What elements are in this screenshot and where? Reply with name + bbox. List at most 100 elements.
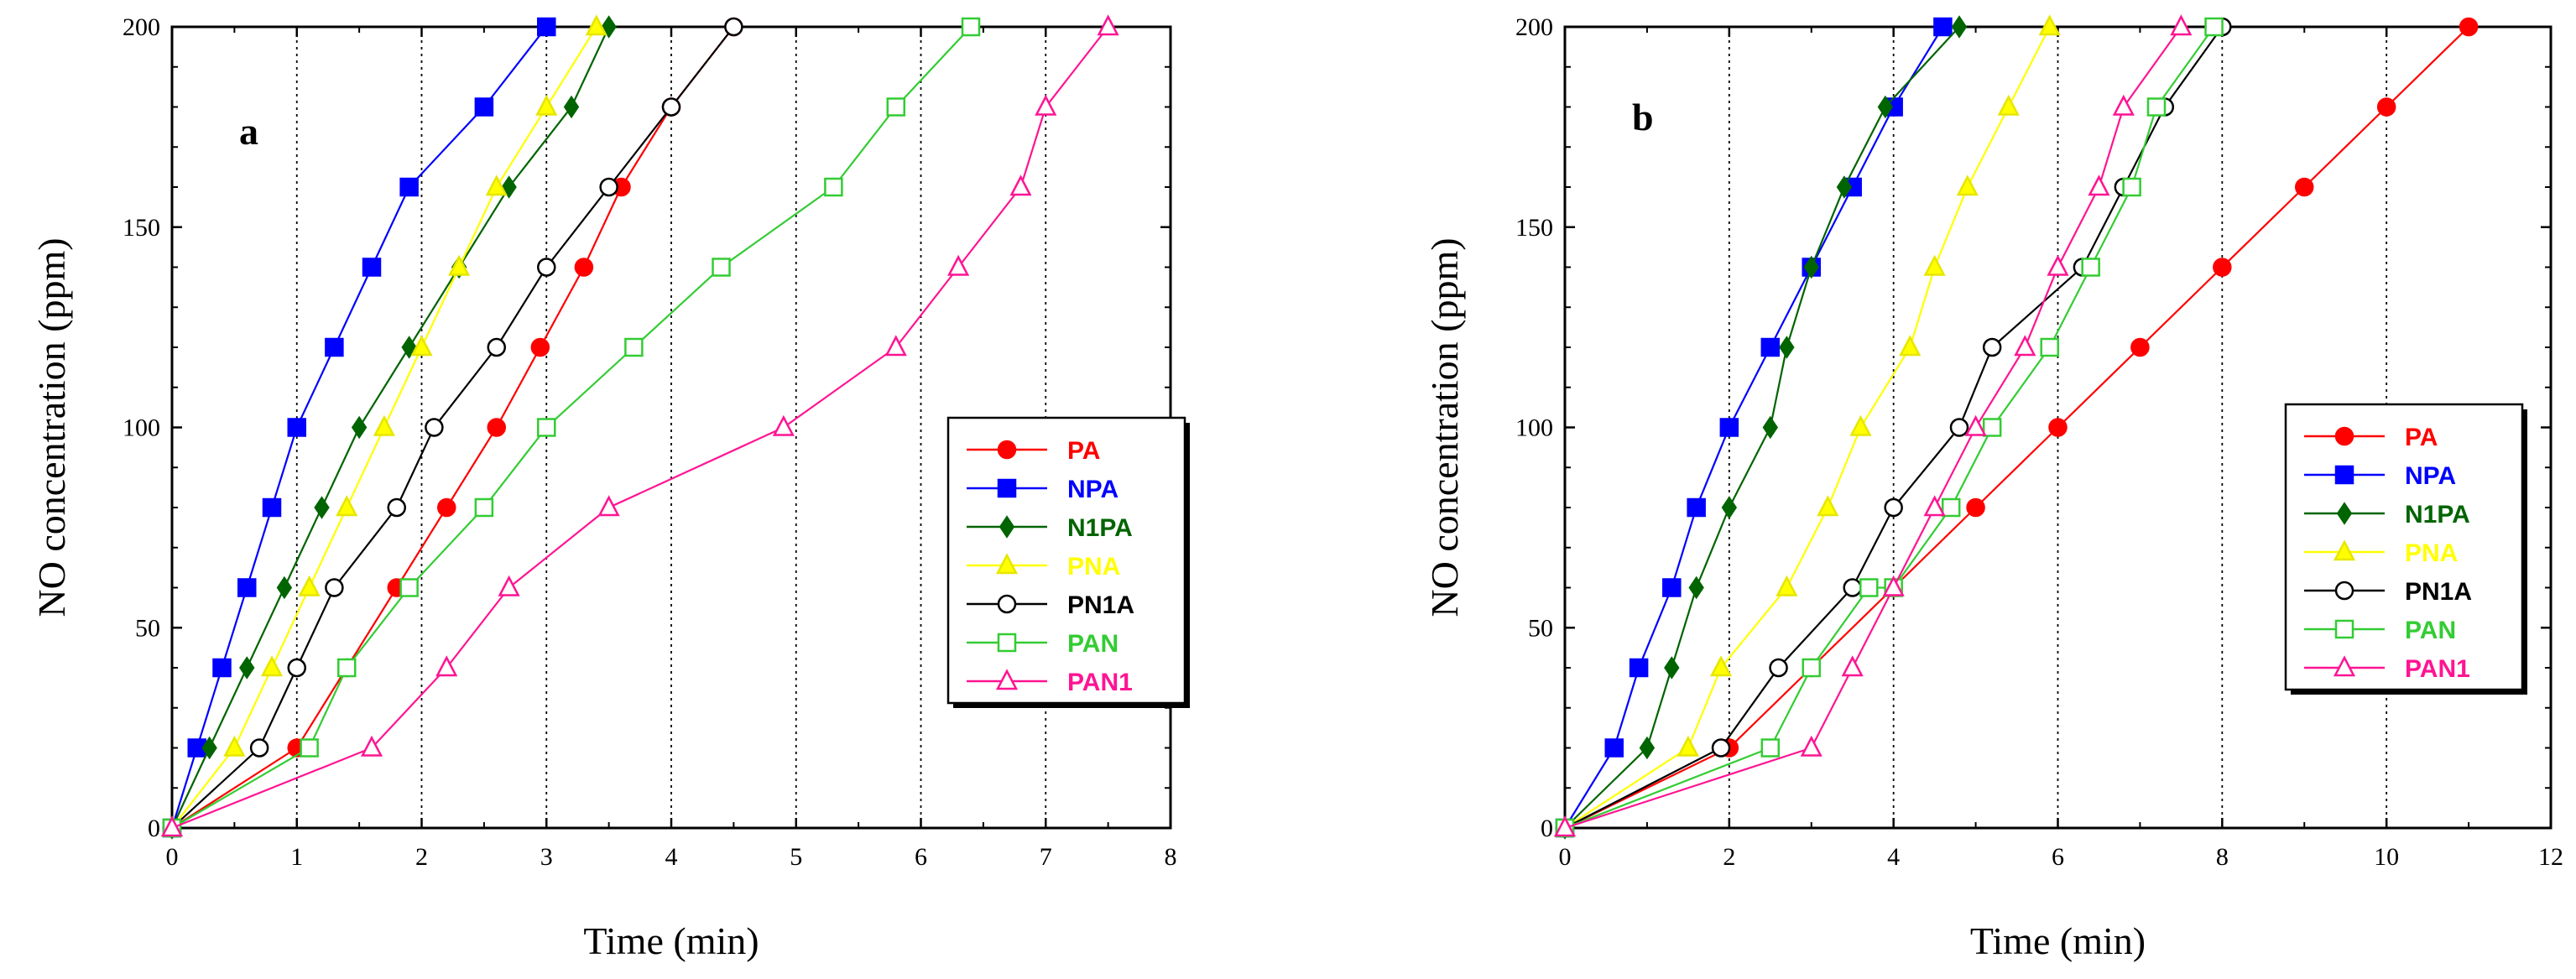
data-point (337, 658, 357, 678)
panel-b: 0 2 4 6 8 10 12 0 50 100 150 200 Time (min) NO concen… (1423, 13, 2563, 962)
data-point (1923, 254, 1946, 276)
data-point (276, 575, 293, 600)
data-point (661, 97, 681, 117)
series-npa (162, 17, 556, 838)
data-point (287, 418, 306, 437)
data-point (325, 337, 344, 357)
series-npa (1555, 17, 1953, 838)
series-pan (1555, 17, 2224, 838)
x-tick-label: 6 (915, 843, 927, 871)
data-point (1662, 578, 1682, 597)
data-point (1817, 495, 1839, 517)
legend-label: PN1A (1067, 591, 1134, 619)
data-point (1676, 735, 1699, 757)
data-point (1803, 255, 1819, 279)
legend: PA NPA N1PA PNA PN1A PAN PAN1 (946, 416, 1190, 708)
x-tick-label: 1 (290, 843, 303, 871)
data-point (574, 258, 594, 277)
legend-label: PA (2405, 424, 2438, 451)
data-point (2112, 94, 2135, 116)
data-point (1859, 578, 1879, 597)
data-point (1553, 815, 1577, 837)
legend-marker (997, 478, 1017, 498)
data-point (1760, 738, 1781, 758)
y-tick-label: 50 (135, 614, 160, 642)
data-point (501, 175, 517, 199)
data-point (537, 418, 556, 437)
x-tick-label: 8 (1165, 843, 1177, 871)
data-point (597, 495, 620, 517)
x-tick-label: 12 (2538, 843, 2563, 871)
data-point (1721, 496, 1738, 519)
data-point (724, 17, 743, 37)
legend-marker (997, 633, 1017, 653)
series-line (1564, 26, 2215, 830)
y-tick-label: 150 (123, 214, 160, 242)
data-point (2295, 177, 2314, 197)
panel-a: 0 1 2 3 4 5 6 7 8 0 50 100 150 200 Time (min) NO concen… (30, 13, 1190, 962)
data-point (2014, 335, 2036, 357)
data-point (2376, 97, 2396, 117)
y-axis-title: NO concentration (ppm) (1423, 237, 1466, 617)
data-point (1762, 415, 1778, 440)
data-point (1709, 655, 1733, 677)
data-point (1664, 656, 1680, 680)
x-tick-label: 4 (665, 843, 678, 871)
data-point (2048, 418, 2068, 437)
series-pn1a (162, 17, 743, 838)
data-point (2122, 177, 2141, 197)
data-point (537, 258, 556, 277)
data-point (1941, 497, 1961, 518)
data-point (712, 258, 731, 277)
data-point (824, 177, 843, 197)
data-point (772, 414, 795, 436)
data-point (2047, 254, 2069, 276)
legend-label: PAN (1067, 630, 1119, 658)
data-point (2170, 14, 2193, 36)
data-point (884, 335, 907, 357)
data-point (1997, 94, 2020, 116)
data-point (351, 415, 368, 440)
x-tick-label: 4 (1887, 843, 1900, 871)
data-point (223, 735, 246, 757)
data-point (1951, 15, 1968, 39)
data-point (1769, 658, 1788, 678)
legend-marker (2334, 581, 2354, 601)
data-point (1800, 735, 1822, 757)
data-point (249, 738, 269, 758)
data-point (563, 95, 580, 119)
legend-label: PN1A (2405, 578, 2472, 606)
x-tick-label: 2 (415, 843, 428, 871)
data-point (373, 414, 395, 436)
data-point (530, 337, 550, 357)
data-point (325, 578, 344, 597)
data-point (362, 258, 382, 277)
data-point (1849, 414, 1872, 436)
legend-label: N1PA (1067, 514, 1133, 542)
data-point (2213, 258, 2232, 277)
data-point (1802, 658, 1821, 678)
data-point (961, 17, 981, 37)
data-point (599, 177, 618, 197)
series-pan1 (1553, 14, 2193, 837)
x-tick-label: 7 (1040, 843, 1052, 871)
data-point (2081, 258, 2100, 277)
legend-label: PAN1 (1067, 669, 1133, 696)
data-point (239, 656, 255, 680)
x-tick-label: 3 (540, 843, 553, 871)
legend-box (2284, 403, 2524, 691)
data-point (1779, 336, 1795, 359)
panel-label: a (239, 110, 258, 153)
data-point (2130, 337, 2150, 357)
data-point (1836, 175, 1853, 199)
y-tick-label: 150 (1515, 214, 1553, 242)
data-point (1877, 95, 1894, 119)
data-point (336, 495, 358, 517)
legend-marker (2334, 465, 2354, 485)
data-point (2088, 174, 2110, 196)
data-point (1949, 418, 1969, 437)
data-point (300, 738, 319, 758)
legend-label: PA (1067, 437, 1100, 465)
legend-marker (997, 440, 1017, 460)
